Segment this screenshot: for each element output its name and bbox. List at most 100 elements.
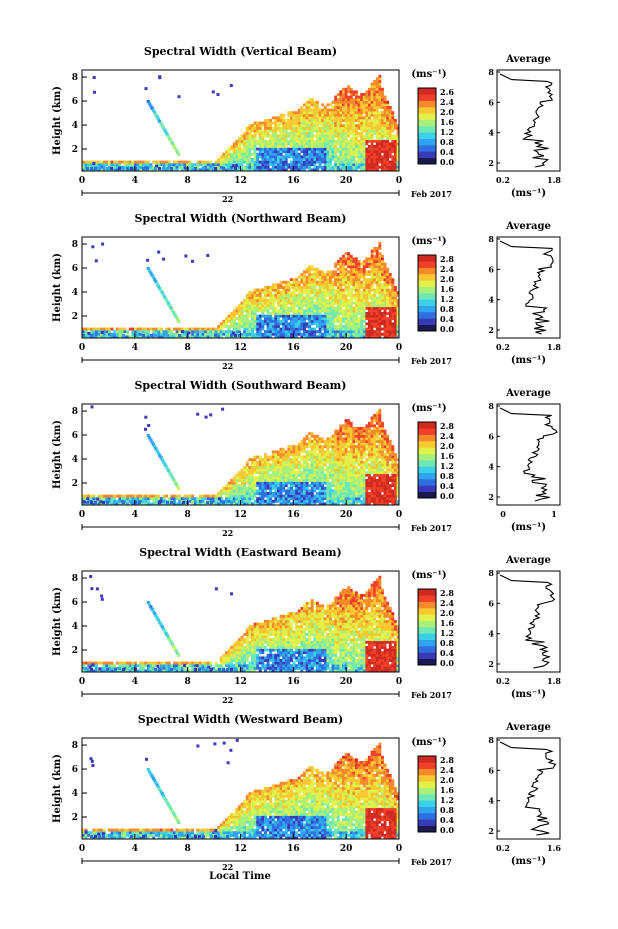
colorbar-swatch	[418, 138, 436, 146]
colorbar-swatch	[418, 453, 436, 461]
y-tick-label: 8	[72, 574, 78, 584]
colorbar-swatch	[418, 318, 436, 325]
colorbar-unit: (ms⁻¹)	[411, 236, 446, 247]
colorbar-tick-label: 0.8	[440, 304, 454, 314]
colorbar-tick-label: 1.2	[440, 127, 454, 137]
x-tick-label: 0	[396, 677, 402, 687]
colorbar-swatch	[418, 434, 436, 442]
x-tick-label: 8	[185, 844, 191, 854]
colorbar-frame	[417, 755, 437, 833]
y-tick-label: 2	[72, 312, 78, 322]
y-tick-label: 2	[72, 646, 78, 656]
x-tick-label: 4	[132, 176, 138, 186]
profile-x-tick-label: 1.6	[547, 843, 561, 853]
y-axis-label: Height (km)	[52, 754, 63, 823]
month-label: Feb 2017	[411, 523, 452, 533]
profile-frame	[496, 570, 561, 673]
profile-x-label: (ms⁻¹)	[511, 689, 546, 700]
colorbar-swatch	[418, 608, 436, 615]
y-axis-label: Height (km)	[52, 253, 63, 322]
colorbar-tick-label: 2.8	[440, 588, 454, 598]
colorbar-swatch	[418, 299, 436, 306]
x-tick-label: 16	[287, 176, 300, 186]
colorbar-swatch	[418, 286, 436, 294]
date-label: 22	[222, 361, 233, 371]
x-tick-label: 8	[185, 176, 191, 186]
y-tick-label: 4	[72, 622, 78, 632]
profile-y-tick-label: 2	[488, 325, 494, 335]
profile-y-tick-label: 4	[488, 128, 494, 138]
y-tick-label: 8	[72, 741, 78, 751]
y-tick-label: 2	[72, 813, 78, 823]
colorbar-unit: (ms⁻¹)	[411, 570, 446, 581]
profile-y-tick-label: 6	[488, 765, 494, 775]
colorbar-swatch	[418, 762, 436, 769]
profile-y-tick-label: 6	[488, 97, 494, 107]
colorbar-swatch	[418, 639, 436, 647]
profile-x-tick-label: 0.2	[496, 175, 510, 185]
colorbar-swatch	[418, 305, 436, 313]
colorbar-swatch	[418, 819, 436, 826]
colorbar-tick-label: 2.8	[440, 254, 454, 264]
colorbar-tick-label: 0.0	[440, 157, 454, 167]
profile-y-tick-label: 8	[488, 67, 494, 77]
profile-title: Average	[505, 722, 551, 733]
colorbar-tick-label: 1.6	[440, 117, 454, 127]
heatmap	[82, 738, 399, 839]
colorbar-tick-label: 2.8	[440, 755, 454, 765]
x-tick-label: 0	[396, 510, 402, 520]
colorbar-tick-label: 1.6	[440, 451, 454, 461]
x-tick-label: 20	[340, 343, 353, 353]
profile-y-tick-label: 6	[488, 431, 494, 441]
panel-title: Spectral Width (Vertical Beam)	[144, 45, 337, 58]
local-time-label: Local Time	[209, 871, 271, 882]
date-label: 22	[222, 528, 233, 538]
colorbar-swatch	[418, 614, 436, 621]
x-tick-label: 20	[340, 844, 353, 854]
y-tick-label: 6	[72, 97, 78, 107]
x-tick-label: 8	[185, 343, 191, 353]
colorbar-swatch	[418, 633, 436, 640]
profile-line	[499, 407, 558, 502]
month-label: Feb 2017	[411, 356, 452, 366]
colorbar-swatch	[418, 324, 436, 332]
y-tick-label: 2	[72, 145, 78, 155]
colorbar-frame	[417, 254, 437, 332]
colorbar-swatch	[418, 781, 436, 788]
y-tick-label: 4	[72, 121, 78, 131]
colorbar-tick-label: 0.0	[440, 324, 454, 334]
panel-1: Spectral Width (Vertical Beam) 2 4 6 8 Height…	[52, 45, 561, 204]
x-tick-label: 8	[185, 510, 191, 520]
profile-line	[499, 240, 554, 335]
colorbar-frame	[417, 421, 437, 499]
month-label: Feb 2017	[411, 857, 452, 867]
profile-x-tick-label: 1.8	[547, 175, 561, 185]
profile-frame	[496, 737, 561, 840]
colorbar-swatch	[418, 491, 436, 499]
x-tick-label: 4	[132, 343, 138, 353]
colorbar-tick-label: 2.0	[440, 775, 454, 785]
panel-4: Spectral Width (Eastward Beam) 2 4 6 8 Height…	[52, 546, 561, 705]
heatmap	[82, 575, 399, 672]
heatmap	[82, 74, 399, 171]
colorbar-tick-label: 2.4	[440, 264, 454, 274]
x-tick-label: 0	[79, 176, 85, 186]
colorbar-unit: (ms⁻¹)	[411, 737, 446, 748]
colorbar-swatch	[418, 652, 436, 659]
x-tick-label: 0	[79, 677, 85, 687]
profile-frame	[496, 403, 561, 506]
x-tick-label: 20	[340, 176, 353, 186]
date-label: 22	[222, 695, 233, 705]
profile-y-tick-label: 2	[488, 659, 494, 669]
y-tick-label: 8	[72, 73, 78, 83]
y-tick-label: 4	[72, 288, 78, 298]
colorbar-swatch	[418, 620, 436, 628]
colorbar-swatch	[418, 447, 436, 454]
y-tick-label: 8	[72, 407, 78, 417]
colorbar-tick-label: 2.4	[440, 431, 454, 441]
colorbar-tick-label: 1.6	[440, 284, 454, 294]
colorbar-tick-label: 0.4	[440, 314, 454, 324]
y-tick-label: 2	[72, 479, 78, 489]
colorbar-swatch	[418, 794, 436, 801]
x-tick-label: 0	[396, 176, 402, 186]
